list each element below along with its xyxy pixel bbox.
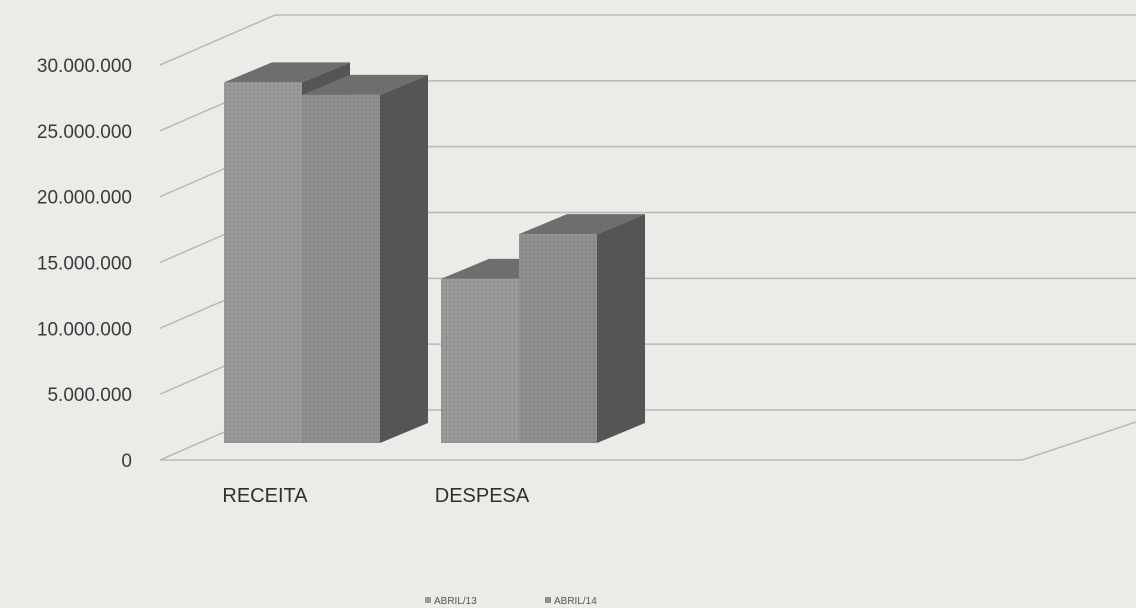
floor-right-edge — [1021, 421, 1136, 461]
bar-top-face — [224, 62, 350, 83]
category-label: DESPESA — [435, 485, 530, 507]
y-tick-label: 25.000.000 — [37, 122, 132, 143]
bar-receita-abril-14 — [302, 74, 428, 443]
bar-texture — [441, 278, 519, 443]
bar-top-face — [302, 74, 428, 95]
gridline-6 — [159, 14, 1136, 66]
y-axis-tick-labels: 0 5.000.000 10.000.000 15.000.000 20.000.000… — [37, 56, 132, 472]
legend-label: ABRIL/13 — [434, 596, 477, 607]
bar-texture — [224, 82, 302, 443]
category-label: RECEITA — [222, 485, 308, 507]
y-tick-label: 10.000.000 — [37, 319, 132, 340]
bars — [224, 62, 645, 443]
legend: ABRIL/13 ABRIL/14 — [425, 596, 597, 607]
bar-side-face — [597, 214, 645, 443]
legend-label: ABRIL/14 — [554, 596, 597, 607]
legend-item: ABRIL/14 — [545, 596, 597, 607]
legend-swatch — [425, 597, 431, 603]
legend-swatch — [545, 597, 551, 603]
bar-despesa-abril-14 — [519, 214, 645, 443]
x-axis-category-labels: RECEITA DESPESA — [222, 485, 530, 507]
bar-texture — [302, 94, 380, 443]
y-tick-label: 0 — [121, 451, 132, 472]
bar-top-face — [519, 214, 645, 235]
y-tick-label: 5.000.000 — [47, 385, 132, 406]
y-tick-label: 30.000.000 — [37, 56, 132, 77]
bar-texture — [519, 234, 597, 443]
bar-side-face — [380, 74, 428, 443]
legend-item: ABRIL/13 — [425, 596, 477, 607]
y-tick-label: 20.000.000 — [37, 188, 132, 209]
y-tick-label: 15.000.000 — [37, 254, 132, 275]
